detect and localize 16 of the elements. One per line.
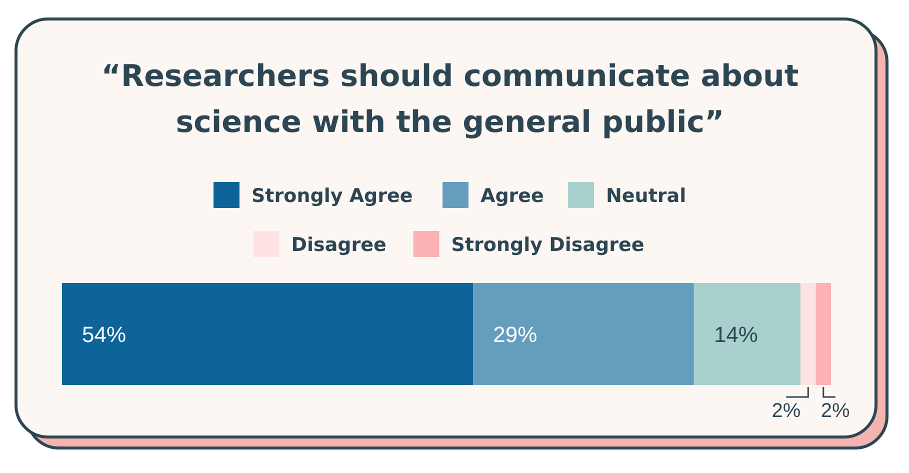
chart-title: “Researchers should communicate about science with the general public” (101, 59, 799, 140)
legend-label: Agree (480, 185, 544, 207)
data-label: 2% (772, 400, 801, 422)
legend-label: Neutral (606, 185, 686, 207)
legend-label: Disagree (291, 234, 386, 256)
legend-label: Strongly Disagree (451, 234, 644, 256)
data-label: 29% (493, 322, 538, 347)
bar (62, 283, 474, 385)
bar (473, 283, 694, 385)
data-label: 14% (714, 322, 758, 347)
data-label: 2% (820, 400, 850, 422)
legend-label: Strongly Agree (252, 185, 413, 207)
bar (800, 283, 816, 385)
data-label: 54% (82, 322, 126, 347)
bar (816, 283, 831, 385)
bar (694, 283, 801, 385)
